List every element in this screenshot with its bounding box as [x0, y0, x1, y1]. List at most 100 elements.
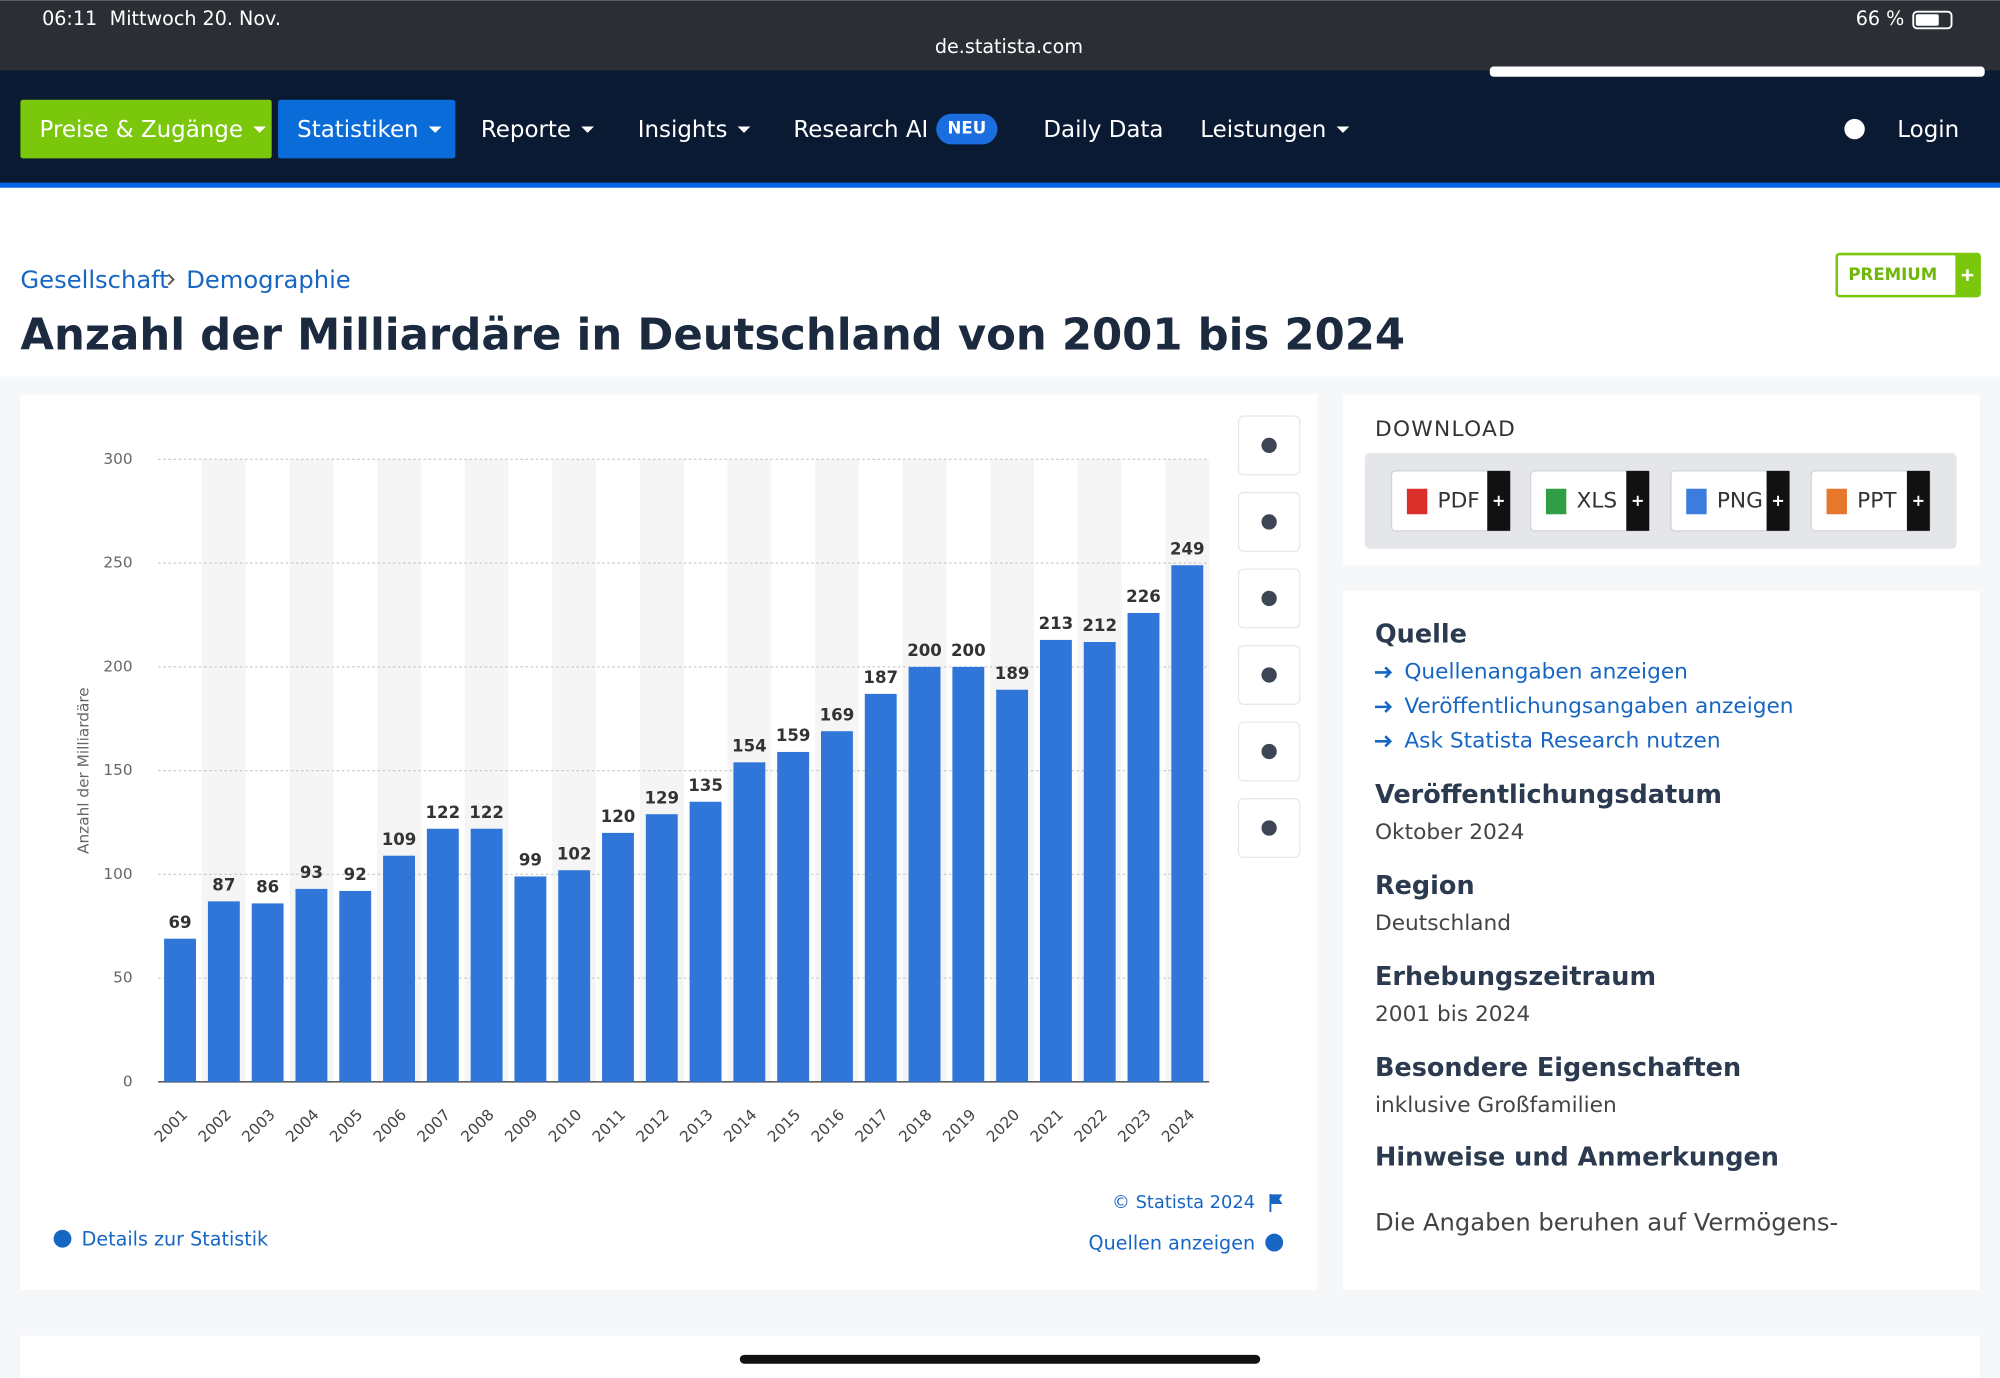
bar: [952, 666, 985, 1082]
info-link[interactable]: Ask Statista Research nutzen: [1404, 728, 1720, 753]
value-label: 99: [519, 851, 542, 870]
value-label: 86: [256, 878, 279, 897]
plus-icon: [1772, 495, 1784, 506]
y-tick-label: 300: [103, 450, 132, 468]
file-icon: [1686, 488, 1707, 515]
value-label: 159: [776, 726, 811, 745]
nav-item[interactable]: Preise & Zugänge: [40, 117, 243, 143]
info-heading: Quelle: [1375, 619, 1467, 649]
bar: [339, 890, 372, 1082]
bar: [733, 762, 766, 1082]
nav-button[interactable]: [20, 99, 272, 159]
value-label: 87: [212, 876, 235, 895]
bar: [908, 666, 941, 1082]
y-axis-label: Anzahl der Milliardäre: [75, 687, 93, 854]
value-label: 249: [1170, 539, 1205, 558]
y-tick-label: 0: [123, 1072, 133, 1090]
login[interactable]: Login: [1897, 117, 1959, 143]
value-label: 120: [601, 807, 636, 826]
battery-icon: [1912, 10, 1953, 30]
breadcrumb[interactable]: Demographie: [186, 266, 350, 294]
tool-icon: [1261, 820, 1277, 836]
info-heading: Erhebungszeitraum: [1375, 962, 1656, 992]
bar: [470, 828, 503, 1082]
download-title: DOWNLOAD: [1375, 417, 1516, 442]
tool-icon: [1261, 743, 1277, 760]
time: 06:11: [42, 7, 97, 30]
badge: [936, 113, 998, 145]
value-label: 213: [1039, 614, 1074, 633]
bar: [164, 938, 197, 1082]
battery-level: [1915, 14, 1939, 26]
nav-item[interactable]: Daily Data: [1043, 117, 1163, 143]
arrow-icon: [1375, 700, 1393, 713]
caret-icon: [737, 126, 751, 133]
value-label: 135: [688, 776, 723, 795]
format-label: PPT: [1857, 488, 1897, 513]
info-text: inklusive Großfamilien: [1375, 1093, 1617, 1118]
bar: [821, 731, 853, 1082]
bar: [1083, 641, 1116, 1082]
bar: [689, 801, 722, 1082]
nav-item[interactable]: Insights: [638, 117, 728, 143]
bar: [645, 814, 678, 1082]
format-label: XLS: [1577, 488, 1618, 513]
bar: [864, 693, 897, 1082]
nav-item[interactable]: Statistiken: [297, 117, 418, 143]
value-label: 92: [344, 865, 367, 884]
value-label: 102: [557, 844, 592, 863]
bar: [1171, 565, 1204, 1082]
file-icon: [1545, 488, 1567, 515]
info-content: Quelle Quellenangaben anzeigen Veröffentli…: [1375, 619, 1838, 1236]
download-tray: [1364, 453, 1957, 549]
info-heading: Veröffentlichungsdatum: [1375, 780, 1722, 810]
page-title: Anzahl der Milliardäre in Deutschland vo…: [20, 311, 1405, 361]
y-tick-label: 250: [103, 554, 132, 572]
value-label: 169: [820, 705, 855, 724]
value-label: 93: [300, 863, 323, 882]
nav-border: [0, 182, 2000, 188]
value-label: 212: [1082, 616, 1117, 635]
value-label: 187: [863, 668, 898, 687]
plus-icon: [1961, 269, 1974, 281]
y-tick-label: 150: [103, 761, 132, 779]
tool-icon: [1261, 437, 1277, 454]
breadcrumb[interactable]: Gesellschaft: [20, 266, 168, 294]
nav-item[interactable]: Research AI: [793, 117, 928, 143]
value-label: 69: [169, 913, 192, 932]
premium-text: PREMIUM: [1848, 265, 1937, 284]
home-indicator: [739, 1354, 1261, 1364]
value-label: 189: [995, 664, 1030, 683]
url: de.statista.com: [935, 35, 1083, 58]
info-heading: Region: [1375, 871, 1475, 901]
nav-item[interactable]: Reporte: [481, 117, 571, 143]
bar: [251, 903, 284, 1082]
badge-text: NEU: [948, 119, 987, 138]
bar: [207, 901, 240, 1082]
details-link[interactable]: Details zur Statistik: [82, 1228, 269, 1251]
info-text: Die Angaben beruhen auf Vermögens-: [1375, 1208, 1838, 1236]
bar: [996, 689, 1029, 1082]
date: Mittwoch 20. Nov.: [110, 7, 281, 30]
tool-icon: [1261, 514, 1277, 530]
arrow-icon: [1375, 666, 1393, 679]
value-label: 109: [382, 830, 417, 849]
y-tick-label: 200: [103, 657, 132, 675]
globe-icon[interactable]: [1844, 118, 1865, 140]
plus-icon: [1493, 495, 1504, 506]
value-label: 122: [426, 803, 461, 822]
info-link[interactable]: Veröffentlichungsangaben anzeigen: [1404, 694, 1793, 719]
nav-button[interactable]: [278, 99, 456, 159]
format-label: PDF: [1438, 488, 1480, 513]
info-link[interactable]: Quellenangaben anzeigen: [1404, 659, 1688, 684]
search-box[interactable]: [1489, 66, 1985, 77]
value-label: 129: [644, 788, 679, 807]
info-heading: Besondere Eigenschaften: [1375, 1053, 1741, 1083]
nav-item[interactable]: Leistungen: [1200, 117, 1326, 143]
bar: [777, 751, 810, 1082]
caret-icon: [428, 126, 442, 133]
arrow-icon: [1375, 735, 1393, 748]
info-text: 2001 bis 2024: [1375, 1002, 1530, 1027]
sources-link[interactable]: Quellen anzeigen: [1089, 1231, 1256, 1254]
plus-icon: [1913, 495, 1924, 506]
